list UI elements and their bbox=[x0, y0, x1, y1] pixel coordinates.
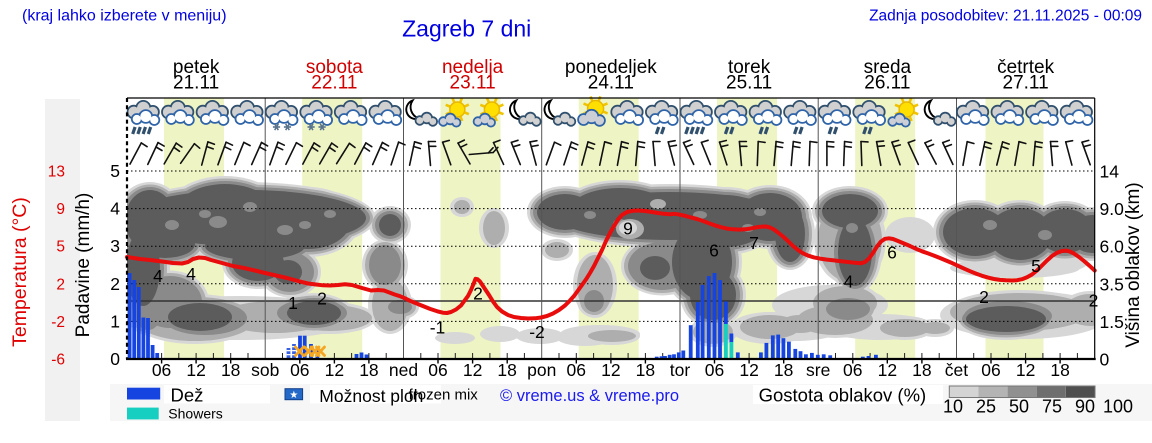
svg-text:2: 2 bbox=[1089, 291, 1099, 311]
svg-text:13: 13 bbox=[48, 164, 65, 181]
svg-text:26.11: 26.11 bbox=[864, 73, 910, 94]
svg-text:5: 5 bbox=[1031, 256, 1041, 276]
svg-text:18: 18 bbox=[1050, 360, 1069, 380]
svg-text:sob: sob bbox=[251, 360, 279, 380]
svg-text:-2: -2 bbox=[51, 314, 65, 331]
svg-text:18: 18 bbox=[497, 360, 516, 380]
svg-text:-1: -1 bbox=[430, 318, 446, 338]
svg-text:75: 75 bbox=[1042, 397, 1062, 417]
svg-text:3: 3 bbox=[110, 236, 120, 256]
svg-text:Višina oblakov (km): Višina oblakov (km) bbox=[1123, 182, 1144, 347]
svg-text:06: 06 bbox=[705, 360, 724, 380]
svg-text:24.11: 24.11 bbox=[588, 73, 634, 94]
svg-text:06: 06 bbox=[290, 360, 309, 380]
svg-text:Možnost ploh: Možnost ploh bbox=[319, 386, 423, 406]
svg-text:0: 0 bbox=[110, 349, 120, 369]
svg-text:14: 14 bbox=[1100, 162, 1120, 182]
svg-text:ned: ned bbox=[389, 360, 418, 380]
svg-text:12: 12 bbox=[601, 360, 620, 380]
svg-text:18: 18 bbox=[636, 360, 655, 380]
svg-text:Showers: Showers bbox=[168, 406, 222, 422]
svg-text:4: 4 bbox=[844, 272, 854, 292]
svg-text:3.5: 3.5 bbox=[1100, 274, 1124, 294]
svg-text:petek: petek bbox=[173, 57, 220, 78]
svg-text:0: 0 bbox=[1100, 350, 1110, 370]
svg-text:Dež: Dež bbox=[171, 385, 204, 406]
svg-text:22.11: 22.11 bbox=[311, 73, 357, 94]
svg-text:1: 1 bbox=[110, 311, 120, 331]
svg-text:5: 5 bbox=[110, 161, 120, 181]
svg-text:5: 5 bbox=[56, 239, 65, 256]
svg-text:4: 4 bbox=[186, 264, 196, 284]
svg-text:pon: pon bbox=[527, 360, 556, 380]
svg-text:ponedeljek: ponedeljek bbox=[565, 57, 657, 78]
svg-text:tor: tor bbox=[670, 360, 691, 380]
svg-text:4: 4 bbox=[153, 266, 163, 286]
svg-text:7: 7 bbox=[749, 233, 759, 253]
svg-text:Temperatura (°C): Temperatura (°C) bbox=[9, 197, 31, 347]
svg-text:1: 1 bbox=[288, 293, 298, 313]
svg-text:06: 06 bbox=[567, 360, 586, 380]
svg-text:sre: sre bbox=[806, 360, 830, 380]
svg-text:9: 9 bbox=[56, 201, 65, 218]
svg-text:torek: torek bbox=[728, 57, 771, 78]
svg-text:90: 90 bbox=[1075, 397, 1095, 417]
svg-text:10: 10 bbox=[943, 397, 963, 417]
svg-text:Gostota oblakov (%): Gostota oblakov (%) bbox=[759, 385, 927, 406]
svg-text:-2: -2 bbox=[529, 322, 545, 342]
svg-text:4: 4 bbox=[110, 199, 120, 219]
svg-text:6.0: 6.0 bbox=[1100, 237, 1125, 257]
svg-text:18: 18 bbox=[774, 360, 793, 380]
svg-text:06: 06 bbox=[981, 360, 1000, 380]
svg-text:50: 50 bbox=[1009, 397, 1029, 417]
svg-text:12: 12 bbox=[739, 360, 758, 380]
svg-text:2: 2 bbox=[56, 276, 65, 293]
svg-text:nedelja: nedelja bbox=[442, 57, 504, 78]
svg-text:2: 2 bbox=[110, 274, 120, 294]
svg-text:frozen mix: frozen mix bbox=[409, 387, 479, 404]
svg-text:9: 9 bbox=[623, 219, 633, 239]
svg-text:6: 6 bbox=[709, 241, 719, 261]
svg-text:čet: čet bbox=[945, 360, 968, 380]
svg-text:12: 12 bbox=[325, 360, 344, 380]
svg-text:-6: -6 bbox=[51, 352, 65, 369]
svg-text:Zagreb 7 dni: Zagreb 7 dni bbox=[402, 16, 531, 42]
svg-text:Zadnja posodobitev: 21.11.2025: Zadnja posodobitev: 21.11.2025 - 00:09 bbox=[869, 8, 1142, 25]
svg-text:1.5: 1.5 bbox=[1100, 312, 1124, 332]
svg-text:100: 100 bbox=[1103, 397, 1133, 417]
svg-text:Padavine (mm/h): Padavine (mm/h) bbox=[73, 193, 94, 338]
svg-text:12: 12 bbox=[878, 360, 897, 380]
svg-text:sreda: sreda bbox=[864, 57, 912, 78]
svg-text:18: 18 bbox=[912, 360, 931, 380]
svg-text:četrtek: četrtek bbox=[997, 57, 1055, 78]
svg-text:9.0: 9.0 bbox=[1100, 199, 1125, 219]
svg-text:06: 06 bbox=[152, 360, 171, 380]
svg-text:(kraj lahko izberete v meniju): (kraj lahko izberete v meniju) bbox=[22, 8, 227, 25]
svg-text:6: 6 bbox=[887, 243, 897, 263]
svg-text:12: 12 bbox=[1016, 360, 1035, 380]
svg-text:2: 2 bbox=[317, 289, 327, 309]
svg-text:12: 12 bbox=[463, 360, 482, 380]
svg-text:23.11: 23.11 bbox=[450, 73, 496, 94]
svg-text:© vreme.us & vreme.pro: © vreme.us & vreme.pro bbox=[500, 387, 679, 405]
svg-text:★: ★ bbox=[289, 390, 298, 401]
svg-text:21.11: 21.11 bbox=[173, 73, 219, 94]
svg-text:27.11: 27.11 bbox=[1003, 73, 1049, 94]
svg-text:2: 2 bbox=[979, 287, 989, 307]
svg-text:18: 18 bbox=[221, 360, 240, 380]
svg-text:25: 25 bbox=[976, 397, 996, 417]
svg-text:25.11: 25.11 bbox=[726, 73, 772, 94]
svg-text:06: 06 bbox=[843, 360, 862, 380]
svg-text:06: 06 bbox=[428, 360, 447, 380]
svg-text:2: 2 bbox=[473, 284, 483, 304]
svg-text:18: 18 bbox=[359, 360, 378, 380]
svg-text:12: 12 bbox=[186, 360, 205, 380]
svg-text:sobota: sobota bbox=[306, 57, 363, 78]
